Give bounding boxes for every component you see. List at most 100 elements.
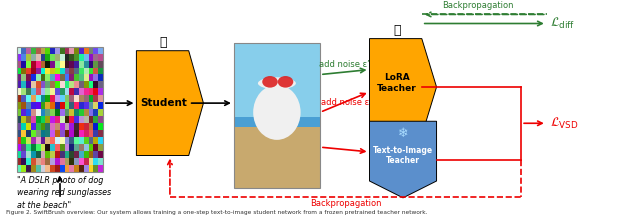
Bar [50, 158, 55, 165]
Text: ❄: ❄ [398, 127, 408, 140]
Bar [98, 68, 103, 75]
Bar [84, 123, 88, 130]
Bar [45, 151, 50, 158]
Bar [31, 88, 36, 95]
Bar [65, 102, 69, 109]
Bar [17, 102, 22, 109]
Bar [88, 130, 93, 137]
Bar [55, 102, 60, 109]
Bar [65, 123, 69, 130]
Bar [84, 68, 88, 75]
Bar [17, 81, 22, 88]
Bar [31, 109, 36, 116]
Bar [45, 158, 50, 165]
Bar [60, 151, 65, 158]
Bar [40, 47, 45, 54]
Text: Student: Student [140, 98, 187, 108]
Bar [74, 95, 79, 102]
Bar [65, 95, 69, 102]
Bar [93, 54, 98, 60]
Bar [50, 144, 55, 151]
Bar [60, 95, 65, 102]
Bar [26, 109, 31, 116]
Bar [26, 158, 31, 165]
Bar [79, 116, 84, 123]
Bar [17, 116, 22, 123]
Bar [69, 60, 74, 68]
Bar [88, 81, 93, 88]
Bar [36, 68, 40, 75]
Bar [98, 130, 103, 137]
Bar [22, 144, 26, 151]
Bar [31, 81, 36, 88]
Bar [74, 47, 79, 54]
Bar [98, 81, 103, 88]
Bar [55, 109, 60, 116]
Bar [88, 151, 93, 158]
Bar [69, 95, 74, 102]
Text: 🔥: 🔥 [160, 36, 167, 49]
Bar [69, 137, 74, 144]
Bar [40, 137, 45, 144]
Bar [36, 137, 40, 144]
Bar [17, 123, 22, 130]
Ellipse shape [262, 76, 278, 88]
Bar [40, 165, 45, 172]
Bar [55, 130, 60, 137]
Bar [84, 102, 88, 109]
Bar [69, 68, 74, 75]
Bar [45, 165, 50, 172]
Bar [36, 102, 40, 109]
Bar [98, 123, 103, 130]
Bar [17, 137, 22, 144]
Bar [55, 81, 60, 88]
Bar [79, 54, 84, 60]
Bar [88, 47, 93, 54]
Text: $\mathcal{L}_{\rm diff}$: $\mathcal{L}_{\rm diff}$ [550, 16, 575, 31]
Bar [22, 158, 26, 165]
Bar [31, 47, 36, 54]
Bar [65, 116, 69, 123]
Bar [22, 151, 26, 158]
Bar [93, 102, 98, 109]
Bar [69, 54, 74, 60]
Bar [36, 75, 40, 81]
Bar [74, 158, 79, 165]
Bar [65, 137, 69, 144]
Bar [69, 158, 74, 165]
Bar [36, 151, 40, 158]
Bar [55, 75, 60, 81]
Bar [40, 102, 45, 109]
Bar [234, 122, 320, 188]
Bar [98, 165, 103, 172]
Bar [79, 165, 84, 172]
Bar [45, 102, 50, 109]
Bar [26, 130, 31, 137]
Bar [40, 116, 45, 123]
Bar [45, 130, 50, 137]
Bar [234, 117, 320, 127]
Bar [22, 75, 26, 81]
Bar [17, 95, 22, 102]
Bar [84, 95, 88, 102]
Bar [26, 60, 31, 68]
Bar [26, 116, 31, 123]
Bar [31, 60, 36, 68]
Text: Figure 2. SwiftBrush overview: Our system allows training a one-step text-to-ima: Figure 2. SwiftBrush overview: Our syste… [6, 210, 428, 215]
Bar [84, 47, 88, 54]
Text: $\mathcal{L}_{\rm VSD}$: $\mathcal{L}_{\rm VSD}$ [550, 116, 579, 131]
Bar [31, 68, 36, 75]
Bar [88, 144, 93, 151]
Bar [69, 165, 74, 172]
Bar [65, 81, 69, 88]
Bar [36, 47, 40, 54]
Bar [84, 165, 88, 172]
Bar [93, 75, 98, 81]
Bar [36, 158, 40, 165]
Bar [17, 75, 22, 81]
Bar [65, 151, 69, 158]
Bar [60, 130, 65, 137]
Bar [55, 151, 60, 158]
Bar [79, 137, 84, 144]
Bar [98, 75, 103, 81]
